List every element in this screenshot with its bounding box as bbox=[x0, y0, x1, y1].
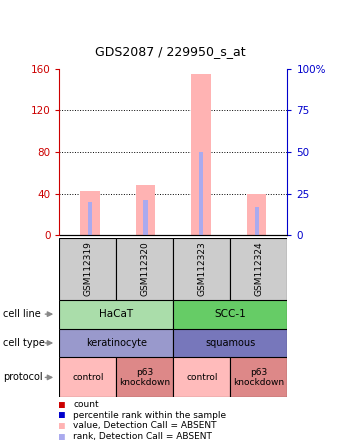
Bar bbox=[173, 357, 231, 397]
Bar bbox=[247, 194, 267, 235]
Text: ■: ■ bbox=[59, 421, 65, 431]
Text: GDS2087 / 229950_s_at: GDS2087 / 229950_s_at bbox=[95, 45, 245, 58]
Text: HaCaT: HaCaT bbox=[99, 309, 134, 319]
Text: ■: ■ bbox=[59, 432, 65, 441]
Text: rank, Detection Call = ABSENT: rank, Detection Call = ABSENT bbox=[73, 432, 212, 441]
Text: count: count bbox=[73, 400, 99, 409]
Bar bbox=[143, 200, 148, 235]
Bar bbox=[59, 329, 173, 357]
Text: control: control bbox=[186, 373, 218, 382]
Text: p63
knockdown: p63 knockdown bbox=[233, 368, 284, 387]
Text: cell type: cell type bbox=[3, 338, 45, 348]
Text: percentile rank within the sample: percentile rank within the sample bbox=[73, 411, 226, 420]
Text: squamous: squamous bbox=[205, 338, 255, 348]
Text: GSM112320: GSM112320 bbox=[140, 241, 149, 296]
Bar bbox=[59, 357, 116, 397]
Bar bbox=[231, 357, 287, 397]
Text: keratinocyte: keratinocyte bbox=[86, 338, 147, 348]
Bar bbox=[116, 238, 173, 300]
Text: control: control bbox=[72, 373, 104, 382]
Bar bbox=[173, 329, 287, 357]
Bar bbox=[173, 300, 287, 329]
Bar bbox=[59, 238, 116, 300]
Text: GSM112324: GSM112324 bbox=[254, 241, 263, 296]
Text: cell line: cell line bbox=[3, 309, 41, 319]
Bar bbox=[255, 207, 259, 235]
Bar bbox=[173, 238, 231, 300]
Bar bbox=[88, 202, 92, 235]
Text: ■: ■ bbox=[59, 400, 65, 410]
Text: protocol: protocol bbox=[3, 373, 43, 382]
Bar bbox=[191, 74, 211, 235]
Bar bbox=[199, 152, 203, 235]
Text: GSM112319: GSM112319 bbox=[84, 241, 92, 296]
Bar bbox=[80, 190, 100, 235]
Bar bbox=[116, 357, 173, 397]
Text: value, Detection Call = ABSENT: value, Detection Call = ABSENT bbox=[73, 421, 217, 431]
Text: ■: ■ bbox=[59, 410, 65, 420]
Bar bbox=[136, 186, 155, 235]
Text: GSM112323: GSM112323 bbox=[198, 241, 206, 296]
Bar bbox=[231, 238, 287, 300]
Text: p63
knockdown: p63 knockdown bbox=[119, 368, 170, 387]
Text: SCC-1: SCC-1 bbox=[215, 309, 246, 319]
Bar bbox=[59, 300, 173, 329]
